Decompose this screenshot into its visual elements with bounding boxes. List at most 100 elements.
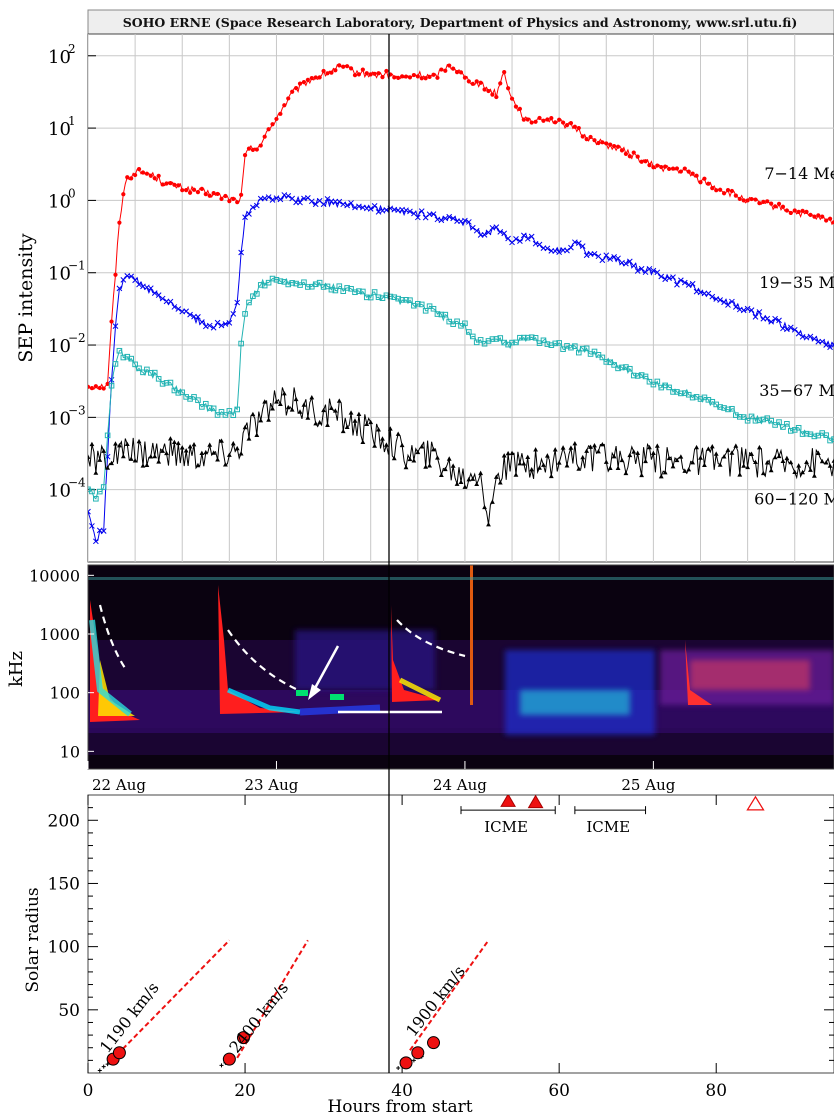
sep-point <box>207 442 213 447</box>
sep-point <box>501 453 507 458</box>
sep-point <box>254 147 259 152</box>
sep-point <box>328 286 335 293</box>
cme-height-point <box>399 1056 413 1070</box>
sep-point <box>666 455 672 461</box>
sep-point <box>454 481 460 486</box>
sep-point <box>257 282 264 288</box>
sep-point <box>486 522 491 527</box>
sep-point <box>489 336 496 342</box>
sep-point <box>277 278 284 284</box>
sep-point <box>529 466 535 472</box>
sep-point <box>191 442 197 447</box>
sep-point <box>438 311 445 318</box>
sep-point <box>88 384 91 389</box>
sep-point <box>604 141 609 146</box>
sep-point <box>104 432 111 439</box>
sep-point <box>144 171 149 176</box>
sep-point <box>152 176 157 181</box>
sep-point <box>321 68 326 74</box>
sep-point <box>674 389 680 395</box>
cme-height-point <box>222 1052 236 1066</box>
sep-point <box>796 209 801 214</box>
sep-point <box>180 188 185 193</box>
sep-point <box>324 283 331 290</box>
sep-point <box>414 214 421 221</box>
sep-point <box>611 362 617 368</box>
sep-point <box>639 472 645 478</box>
sep-point <box>320 284 327 290</box>
sep-point <box>685 391 692 398</box>
sep-point <box>536 340 543 346</box>
radio-date-label: 22 Aug <box>92 776 146 794</box>
sep-point <box>736 414 743 420</box>
sep-point <box>572 124 577 129</box>
radio-frame <box>87 564 834 770</box>
sep-point <box>827 344 833 351</box>
sep-point <box>713 451 719 456</box>
sep-point <box>348 66 354 71</box>
sep-point <box>447 63 452 68</box>
sep-point <box>685 282 692 288</box>
cme-small-marker <box>97 1068 102 1073</box>
cme-x-tick-label: 60 <box>548 1081 570 1101</box>
sep-point <box>631 150 636 155</box>
sep-point <box>93 384 98 389</box>
sep-point <box>513 339 519 346</box>
sep-point <box>415 449 421 455</box>
sep-point <box>215 191 220 197</box>
sep-point <box>159 381 166 387</box>
sep-point <box>89 386 95 391</box>
sep-point <box>113 441 118 446</box>
sep-point <box>168 436 173 441</box>
sep-point <box>579 345 586 352</box>
sep-point <box>811 473 817 478</box>
sep-point <box>117 220 122 225</box>
sep-point <box>521 117 526 122</box>
sep-point <box>227 199 232 204</box>
sep-point <box>733 193 738 198</box>
sep-header-bar <box>87 9 834 35</box>
sep-point <box>650 267 657 274</box>
sep-point <box>537 465 542 470</box>
sep-point <box>164 450 169 456</box>
sep-point <box>493 336 500 342</box>
sep-point <box>88 454 91 459</box>
sep-point <box>235 200 240 205</box>
sep-point <box>313 75 318 80</box>
sep-point <box>454 70 460 75</box>
sep-point <box>599 442 605 447</box>
sep-point <box>827 437 833 444</box>
sep-point <box>525 117 530 122</box>
sep-point <box>795 330 802 337</box>
sep-point <box>741 463 747 468</box>
sep-point <box>391 455 397 461</box>
cme-x-tick-label: 80 <box>705 1081 727 1101</box>
sep-point <box>725 188 731 193</box>
sep-point <box>666 166 672 172</box>
sep-point <box>748 413 755 420</box>
sep-point <box>403 464 409 470</box>
sep-point <box>261 195 268 202</box>
sep-point <box>396 75 401 81</box>
sep-series-markers <box>88 63 834 391</box>
sep-point <box>199 319 205 325</box>
sep-point <box>352 204 358 211</box>
sep-point <box>246 436 252 441</box>
sep-point <box>792 469 798 474</box>
sep-point <box>623 151 629 156</box>
sep-point <box>450 215 457 222</box>
sep-point <box>501 230 508 237</box>
cme-x-tick-label: 20 <box>234 1081 256 1101</box>
sep-point <box>827 463 833 468</box>
sep-point <box>239 192 244 197</box>
sep-point <box>623 260 629 267</box>
sep-point <box>128 355 134 362</box>
sep-point <box>772 454 778 460</box>
sep-point <box>776 201 782 207</box>
sep-point <box>297 282 303 288</box>
sep-point <box>176 183 181 188</box>
sep-point <box>164 181 169 186</box>
sep-point <box>799 431 806 437</box>
